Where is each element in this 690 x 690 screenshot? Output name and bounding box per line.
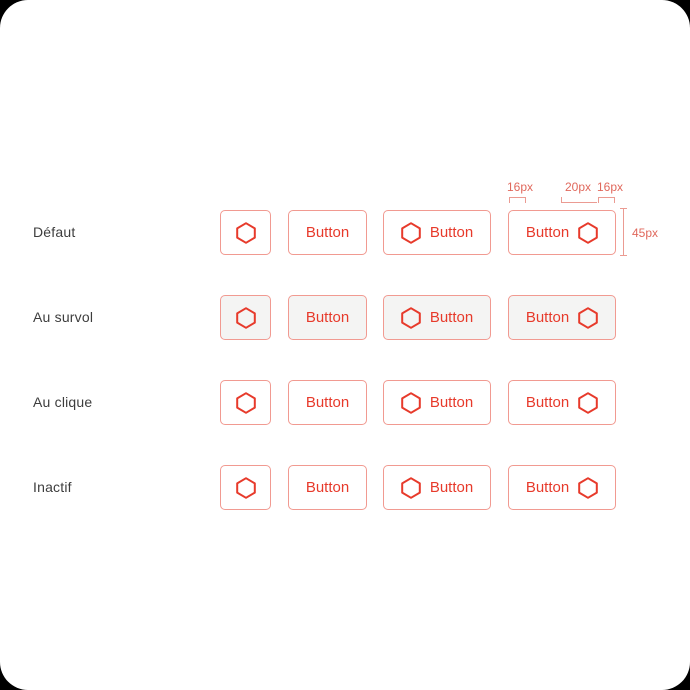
- hexagon-icon: [578, 476, 598, 499]
- state-row-au-survol: Au survol Button Button Button: [0, 295, 690, 340]
- button-label: Button: [429, 479, 474, 496]
- state-row-defaut: Défaut Button Button Button: [0, 210, 690, 255]
- padding-right-annotation: 16px: [597, 180, 624, 194]
- padding-left-bracket: [509, 197, 526, 203]
- state-label-inactif: Inactif: [33, 479, 72, 495]
- state-row-inactif: Inactif Button Button Button: [0, 465, 690, 510]
- hexagon-icon: [401, 221, 421, 244]
- button-text-icon-default[interactable]: Button: [508, 210, 616, 255]
- state-label-au-survol: Au survol: [33, 309, 94, 325]
- button-icon-text-active[interactable]: Button: [383, 380, 491, 425]
- button-label: Button: [525, 479, 570, 496]
- padding-right-bracket: [598, 197, 615, 203]
- button-label: Button: [429, 224, 474, 241]
- button-icon-only-default[interactable]: [220, 210, 271, 255]
- button-icon-text-hover[interactable]: Button: [383, 295, 491, 340]
- hexagon-icon: [401, 476, 421, 499]
- state-label-au-clique: Au clique: [33, 394, 93, 410]
- button-text-icon-disabled[interactable]: Button: [508, 465, 616, 510]
- hexagon-icon: [401, 306, 421, 329]
- height-measure-line: [623, 209, 624, 256]
- button-label: Button: [429, 309, 474, 326]
- height-measure-cap-bottom: [620, 255, 627, 256]
- button-icon-text-disabled[interactable]: Button: [383, 465, 491, 510]
- button-text-only-default[interactable]: Button: [288, 210, 367, 255]
- button-height-annotation: 45px: [632, 226, 659, 240]
- state-label-defaut: Défaut: [33, 224, 76, 240]
- padding-left-annotation: 16px: [507, 180, 534, 194]
- button-icon-only-disabled[interactable]: [220, 465, 271, 510]
- button-text-icon-hover[interactable]: Button: [508, 295, 616, 340]
- button-label: Button: [305, 224, 350, 241]
- button-label: Button: [525, 309, 570, 326]
- state-row-au-clique: Au clique Button Button Button: [0, 380, 690, 425]
- icon-gap-annotation: 20px: [565, 180, 592, 194]
- button-text-only-disabled[interactable]: Button: [288, 465, 367, 510]
- button-label: Button: [305, 394, 350, 411]
- hexagon-icon: [235, 306, 256, 329]
- button-label: Button: [305, 479, 350, 496]
- icon-gap-line: [561, 197, 597, 203]
- hexagon-icon: [235, 221, 256, 244]
- hexagon-icon: [235, 476, 256, 499]
- hexagon-icon: [401, 391, 421, 414]
- button-icon-text-default[interactable]: Button: [383, 210, 491, 255]
- button-label: Button: [429, 394, 474, 411]
- hexagon-icon: [578, 221, 598, 244]
- hexagon-icon: [235, 391, 256, 414]
- button-label: Button: [305, 309, 350, 326]
- button-label: Button: [525, 394, 570, 411]
- hexagon-icon: [578, 391, 598, 414]
- button-label: Button: [525, 224, 570, 241]
- button-icon-only-hover[interactable]: [220, 295, 271, 340]
- height-measure-cap-top: [620, 208, 627, 209]
- button-text-only-active[interactable]: Button: [288, 380, 367, 425]
- button-icon-only-active[interactable]: [220, 380, 271, 425]
- button-text-icon-active[interactable]: Button: [508, 380, 616, 425]
- button-text-only-hover[interactable]: Button: [288, 295, 367, 340]
- hexagon-icon: [578, 306, 598, 329]
